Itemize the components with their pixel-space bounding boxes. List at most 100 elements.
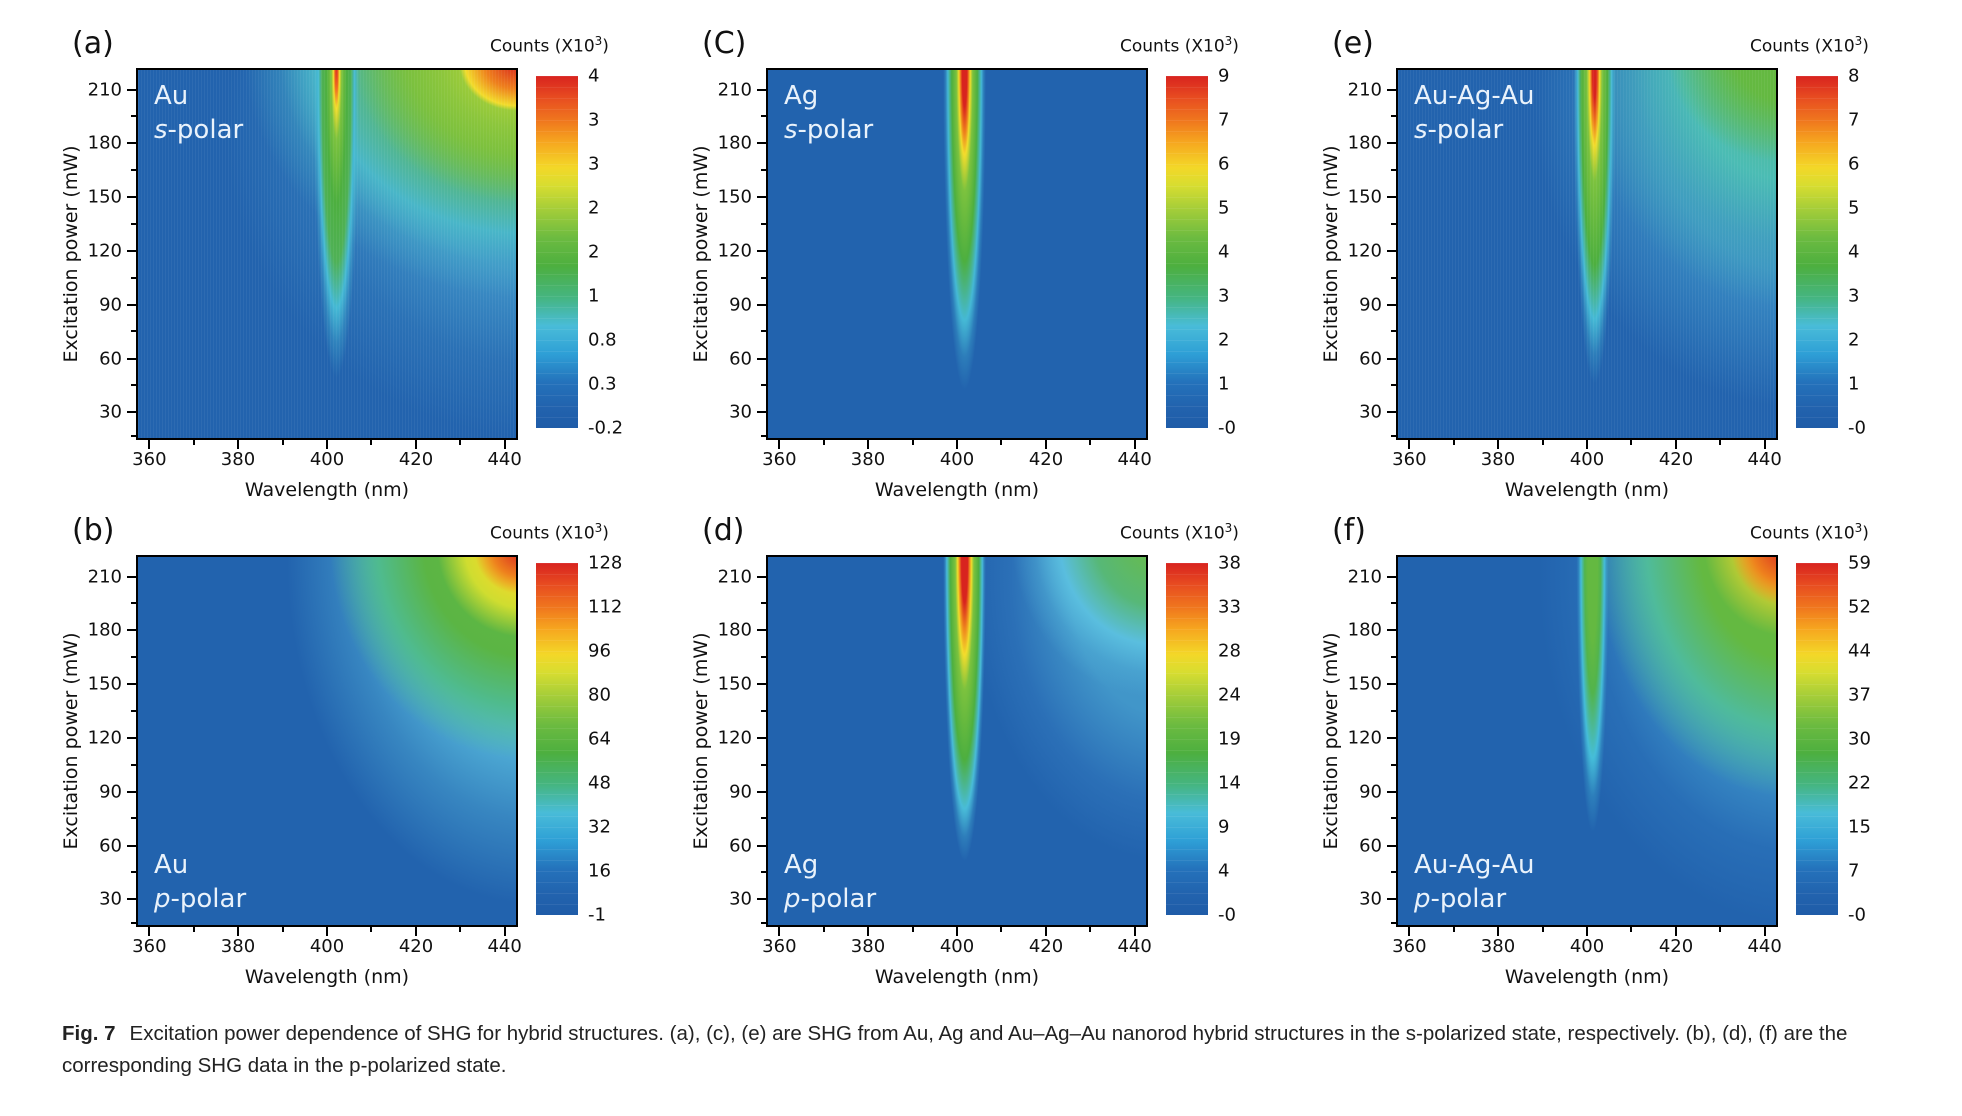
colorbar-tick-label: -0 [1848,904,1866,926]
x-minor-tick-mark [281,927,284,932]
panel-body-d: Excitation power (mW) 210 180 150 120 90 60 30 A… [686,521,1316,988]
y-minor-tick-mark [761,922,766,925]
y-axis-title-col-b: Excitation power (mW) [56,555,86,927]
x-tick-label: 400 [939,936,975,957]
colorbar-tick-label: 0.8 [588,329,617,351]
y-tick-label: 150 [1347,673,1382,695]
y-tick-label: 120 [1347,240,1382,262]
panel-body-f: Excitation power (mW) 210 180 150 120 90 60 30 A… [1316,521,1946,988]
y-minor-tick-mark [1391,817,1396,820]
x-tick-mark [866,440,869,449]
colorbar-f: Counts (X103) 59 52 44 37 30 22 15 7 -0 [1750,521,1944,927]
x-tick-label: 360 [1392,449,1427,470]
figure-7: (a) Excitation power (mW) 210 180 150 120 90 60… [56,14,1946,988]
x-tick-mark [1496,927,1499,936]
plot-area-col-f: Au-Ag-Au p-polar 360 380 400 420 440 Wavelength… [1392,555,1782,988]
panel-label-c: (C) [702,26,747,61]
y-tick-label: 30 [729,401,752,423]
x-minor-tick-mark [281,440,284,445]
annotation-polar-letter: p [1414,884,1431,915]
y-minor-tick-mark [1391,435,1396,438]
colorbar-tick-label: 28 [1218,640,1241,662]
y-tick-mark [127,737,136,740]
y-tick-mark [127,142,136,145]
colorbar-tick-labels-f: 59 52 44 37 30 22 15 7 -0 [1848,553,1918,926]
y-minor-tick-mark [1391,871,1396,874]
x-axis-label: Wavelength (nm) [1504,479,1670,501]
x-tick-marks-d [766,927,1148,936]
x-tick-mark [148,927,151,936]
y-tick-label: 150 [87,186,122,208]
x-tick-label: 360 [1392,936,1427,957]
colorbar-title-end: ) [1862,36,1869,57]
x-tick-mark [778,440,781,449]
panel-b: (b) Excitation power (mW) 210 180 150 120 90 60… [56,501,686,988]
y-tick-label: 30 [99,401,122,423]
x-minor-tick-mark [1719,927,1722,932]
colorbar-gradient-c [1166,76,1208,428]
y-axis-title-col-a: Excitation power (mW) [56,68,86,440]
y-minor-tick-mark [131,656,136,659]
annotation-material: Au [154,81,189,111]
colorbar-title-sup: 3 [1224,34,1233,48]
annotation-polar-suffix: -polar [1430,884,1507,915]
x-tick-label: 440 [1747,449,1782,470]
y-tick-mark [1387,790,1396,793]
x-tick-mark [956,440,958,449]
x-tick-marks-e [1396,440,1778,449]
y-axis-label: Excitation power (mW) [60,145,82,363]
y-tick-label: 120 [717,240,752,262]
x-minor-tick-mark [1630,927,1633,932]
y-tick-label: 210 [87,566,122,588]
x-tick-label: 400 [1569,449,1605,470]
panel-label-f: (f) [1332,513,1366,548]
y-tick-label: 180 [87,132,122,154]
x-tick-mark [1045,440,1047,449]
annotation-material: Au-Ag-Au [1414,81,1535,111]
y-minor-tick-mark [131,871,136,874]
x-tick-labels-a: 360 380 400 420 440 [132,449,522,475]
x-tick-label: 440 [1117,936,1152,957]
colorbar-tick-label: 112 [588,596,623,618]
x-tick-marks-b [136,927,518,936]
annotation-polar-letter: s [154,114,168,145]
panel-label-e: (e) [1332,26,1374,61]
y-tick-mark [757,196,766,199]
colorbar-tick-label: 5 [1218,197,1230,219]
colorbar-gradient-d [1166,563,1208,915]
y-minor-tick-mark [761,709,766,712]
colorbar-tick-label: 4 [1848,241,1860,263]
y-tick-label: 120 [717,727,752,749]
y-minor-tick-mark [131,222,136,225]
plot-annotation-d: Ag p-polar [784,849,876,917]
colorbar-title-main: Counts (X10 [490,523,595,544]
colorbar-tick-label: 7 [1218,109,1230,131]
y-minor-tick-mark [131,384,136,387]
panel-c: (C) Excitation power (mW) 210 180 150 120 90 60… [686,14,1316,501]
x-tick-label: 380 [850,449,886,470]
y-tick-label: 60 [729,348,752,370]
y-minor-tick-mark [131,115,136,118]
y-tick-label: 150 [717,186,752,208]
colorbar-tick-label: 37 [1848,684,1871,706]
y-tick-mark [127,88,136,91]
annotation-polarization: p-polar [154,883,246,917]
x-minor-tick-mark [192,440,195,445]
x-tick-labels-d: 360 380 400 420 440 [762,936,1152,962]
colorbar-tick-label: 9 [1218,65,1230,87]
y-minor-tick-mark [131,169,136,172]
y-axis-title-col-f: Excitation power (mW) [1316,555,1346,927]
colorbar-tick-label: 9 [1218,816,1230,838]
x-tick-label: 360 [132,449,167,470]
x-tick-label: 440 [1117,449,1152,470]
y-minor-tick-mark [131,817,136,820]
x-minor-tick-mark [911,440,914,445]
colorbar-title-sup: 3 [1854,34,1863,48]
annotation-polarization: s-polar [154,114,243,148]
colorbar-title-main: Counts (X10 [1120,36,1225,57]
y-minor-tick-mark [1391,222,1396,225]
colorbar-tick-label: 19 [1218,728,1241,750]
y-tick-mark [127,629,136,632]
x-tick-labels-c: 360 380 400 420 440 [762,449,1152,475]
y-tick-mark [1387,575,1396,578]
